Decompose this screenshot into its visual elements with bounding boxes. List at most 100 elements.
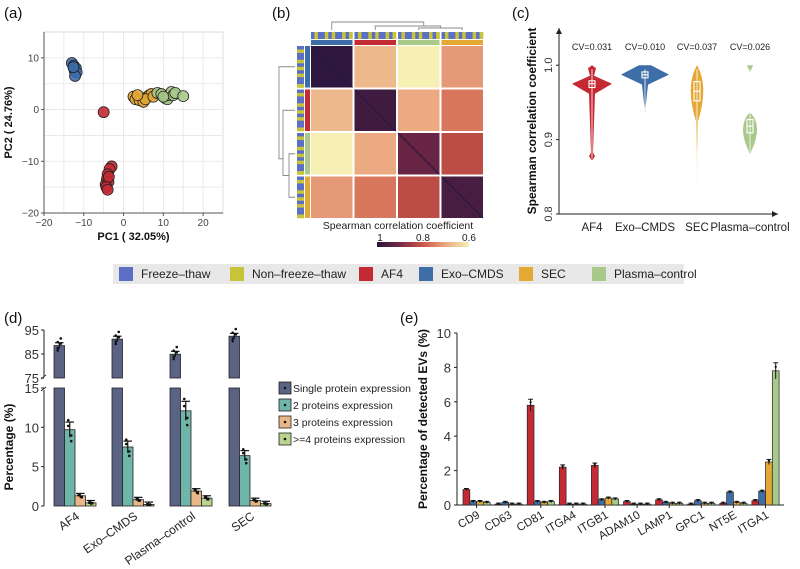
annotation-freeze-cell <box>451 32 456 39</box>
legend-label: Plasma–control <box>614 267 697 281</box>
annotation-freeze-cell <box>297 197 304 202</box>
data-point <box>196 491 200 495</box>
y-tick-label: 4 <box>444 429 451 444</box>
annotation-freeze-cell <box>331 32 336 39</box>
annotation-freeze-cell <box>462 32 467 39</box>
y-tick-label: −20 <box>22 209 39 220</box>
heatmap-block <box>398 46 440 88</box>
heatmap-diagonal <box>354 89 397 132</box>
data-point <box>182 397 186 401</box>
data-point <box>185 423 189 427</box>
annotation-freeze-cell <box>469 32 473 39</box>
x-tick-label: 20 <box>198 218 210 229</box>
data-point <box>175 351 179 354</box>
data-point <box>114 334 118 337</box>
legend-background <box>113 264 684 284</box>
panel-label-b: (b) <box>272 5 290 22</box>
data-point <box>185 416 189 420</box>
annotation-freeze-cell <box>297 150 304 155</box>
annotation-freeze-cell <box>382 32 386 39</box>
data-point <box>262 502 266 505</box>
data-point <box>59 337 63 340</box>
annotation-group-cell <box>305 89 310 131</box>
annotation-freeze-cell <box>297 99 304 104</box>
legend-label: 2 proteins expression <box>293 400 393 412</box>
data-point <box>678 501 681 504</box>
annotation-freeze-cell <box>297 133 304 137</box>
annotation-freeze-cell <box>297 77 304 81</box>
annotation-freeze-cell <box>297 211 304 215</box>
annotation-group-cell <box>305 46 310 88</box>
data-point <box>234 327 238 331</box>
annotation-freeze-cell <box>297 146 304 151</box>
annotation-freeze-cell <box>465 32 470 39</box>
legend-dot <box>283 403 287 407</box>
annotation-freeze-cell <box>338 32 343 39</box>
x-tick-label: LAMP1 <box>636 509 675 538</box>
annotation-freeze-cell <box>297 186 304 191</box>
y-tick-label: 2 <box>444 464 451 479</box>
y-tick-label: 8 <box>444 360 451 375</box>
heatmap-block <box>441 46 483 88</box>
annotation-freeze-cell <box>418 32 423 39</box>
bar-1 <box>239 455 251 507</box>
colorbar-tick-label: 0.6 <box>462 233 476 244</box>
annotation-freeze-cell <box>398 32 402 39</box>
annotation-freeze-cell <box>297 179 304 184</box>
heatmap-block <box>441 89 483 131</box>
data-point <box>145 502 149 506</box>
bar-sec <box>765 461 773 506</box>
annotation-freeze-cell <box>378 32 383 39</box>
data-point <box>241 451 245 455</box>
legend-swatch <box>359 267 373 281</box>
annotation-freeze-cell <box>297 46 304 50</box>
annotation-freeze-cell <box>297 92 304 97</box>
annotation-freeze-cell <box>385 32 390 39</box>
annotation-freeze-cell <box>335 32 339 39</box>
annotation-freeze-cell <box>436 32 440 39</box>
data-point <box>69 434 73 437</box>
data-point <box>774 365 777 368</box>
heatmap-diagonal <box>441 176 484 219</box>
bar-0-upper <box>228 335 240 379</box>
data-point <box>607 496 610 499</box>
data-point <box>696 499 700 502</box>
data-point <box>114 340 118 343</box>
y-tick-label: 6 <box>444 395 451 410</box>
data-point <box>127 454 131 458</box>
x-tick-label: −20 <box>36 218 53 229</box>
x-axis-arrow-icon <box>772 211 778 217</box>
data-point <box>671 501 674 504</box>
x-tick-label: Exo–CMDS <box>615 222 675 234</box>
dendrogram-left <box>282 109 295 176</box>
annotation-freeze-cell <box>354 32 359 39</box>
annotation-freeze-cell <box>297 171 304 175</box>
annotation-freeze-cell <box>297 117 304 121</box>
y-tick-label: 75 <box>25 371 39 386</box>
annotation-freeze-cell <box>392 32 397 39</box>
x-tick-label: 0 <box>121 218 127 229</box>
colorbar <box>377 242 469 247</box>
annotation-freeze-cell <box>297 59 304 64</box>
annotation-freeze-cell <box>297 120 304 125</box>
bar-0-upper <box>111 338 123 379</box>
y-tick-label: 15 <box>25 381 39 396</box>
data-point <box>478 499 482 503</box>
x-tick-label: CD81 <box>515 509 546 534</box>
annotation-freeze-cell <box>404 32 409 39</box>
annotation-freeze-cell <box>297 84 304 88</box>
bar-exo-cmds <box>726 491 734 506</box>
bar-exo-cmds <box>758 490 766 506</box>
y-tick-label: 5 <box>32 460 39 475</box>
x-tick-label: SEC <box>229 509 258 535</box>
data-point <box>172 357 176 361</box>
scatter-point <box>67 61 80 74</box>
data-point <box>582 502 585 505</box>
data-point <box>485 500 488 504</box>
data-point <box>56 340 60 344</box>
data-point <box>472 499 475 503</box>
panel-label-e: (e) <box>400 310 418 327</box>
data-point <box>90 502 94 505</box>
heatmap-block <box>311 176 353 218</box>
